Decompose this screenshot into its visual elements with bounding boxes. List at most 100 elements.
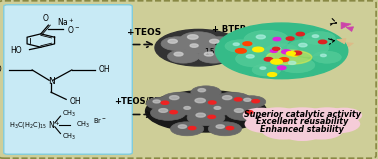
Text: +TEOS: +TEOS <box>127 28 161 37</box>
Text: Na$^+$: Na$^+$ <box>57 16 74 28</box>
Circle shape <box>204 52 213 56</box>
Text: Br$^-$: Br$^-$ <box>93 116 106 125</box>
Text: Excellent reusability: Excellent reusability <box>256 117 349 126</box>
Circle shape <box>146 97 175 109</box>
Circle shape <box>268 73 277 76</box>
Circle shape <box>299 43 307 47</box>
Circle shape <box>184 107 191 109</box>
Circle shape <box>287 52 295 55</box>
Circle shape <box>174 52 183 56</box>
Text: + BTEB: + BTEB <box>212 25 246 34</box>
Circle shape <box>271 59 282 64</box>
Circle shape <box>208 122 242 136</box>
Circle shape <box>198 89 206 92</box>
Circle shape <box>170 111 177 114</box>
Circle shape <box>280 122 325 141</box>
Circle shape <box>170 122 204 136</box>
Circle shape <box>237 96 266 108</box>
Circle shape <box>312 35 319 38</box>
Circle shape <box>188 127 196 130</box>
Text: +TEOS/BTEB: +TEOS/BTEB <box>114 97 173 106</box>
Circle shape <box>187 35 198 39</box>
Circle shape <box>226 105 262 120</box>
Circle shape <box>233 43 239 45</box>
Circle shape <box>273 47 280 50</box>
Circle shape <box>222 96 232 100</box>
Circle shape <box>235 49 246 53</box>
Circle shape <box>198 50 229 63</box>
Text: 15 min later: 15 min later <box>205 48 252 57</box>
Polygon shape <box>341 22 351 29</box>
Circle shape <box>225 40 255 52</box>
Polygon shape <box>337 38 346 44</box>
Circle shape <box>279 58 315 73</box>
Ellipse shape <box>266 50 312 64</box>
Circle shape <box>253 47 263 52</box>
Text: CH$_3$: CH$_3$ <box>62 109 77 119</box>
Circle shape <box>265 44 299 58</box>
Text: O: O <box>43 14 49 23</box>
Polygon shape <box>346 27 353 31</box>
Circle shape <box>178 125 187 128</box>
Circle shape <box>260 67 266 69</box>
Circle shape <box>293 51 302 55</box>
Circle shape <box>302 107 352 128</box>
Circle shape <box>203 37 236 51</box>
Circle shape <box>208 104 234 115</box>
Circle shape <box>187 110 225 126</box>
Circle shape <box>268 107 336 136</box>
Text: Enhanced stability: Enhanced stability <box>260 125 344 134</box>
Circle shape <box>326 108 362 123</box>
Circle shape <box>234 98 242 101</box>
Polygon shape <box>347 43 353 47</box>
Circle shape <box>244 30 289 49</box>
Text: HO: HO <box>10 46 22 55</box>
Circle shape <box>252 64 281 76</box>
Circle shape <box>155 29 242 66</box>
Circle shape <box>178 104 204 115</box>
Circle shape <box>321 54 326 57</box>
Text: OH: OH <box>70 97 82 106</box>
Circle shape <box>214 92 251 108</box>
Circle shape <box>161 92 198 108</box>
Circle shape <box>161 101 169 104</box>
Circle shape <box>168 39 177 43</box>
Circle shape <box>245 115 288 133</box>
Circle shape <box>316 115 360 133</box>
Circle shape <box>180 32 217 48</box>
FancyBboxPatch shape <box>4 5 132 154</box>
Circle shape <box>277 66 286 70</box>
Circle shape <box>252 100 259 103</box>
Text: CH$_3$: CH$_3$ <box>62 132 77 142</box>
Circle shape <box>244 98 251 101</box>
Circle shape <box>256 35 265 39</box>
Circle shape <box>159 109 168 112</box>
Circle shape <box>287 39 329 56</box>
Circle shape <box>208 101 216 104</box>
Circle shape <box>274 47 281 50</box>
Circle shape <box>286 37 294 40</box>
Circle shape <box>191 86 221 99</box>
Circle shape <box>243 108 279 123</box>
Circle shape <box>246 55 254 58</box>
Circle shape <box>253 107 302 128</box>
Text: N$^+$: N$^+$ <box>48 119 61 131</box>
Circle shape <box>153 100 160 103</box>
Ellipse shape <box>146 91 266 132</box>
Circle shape <box>216 125 225 128</box>
Circle shape <box>299 121 343 140</box>
Circle shape <box>262 121 305 140</box>
Circle shape <box>190 44 198 47</box>
Circle shape <box>270 49 277 52</box>
Circle shape <box>313 51 341 63</box>
Circle shape <box>195 98 205 103</box>
Text: H$_3$C(H$_2$C)$_{15}$: H$_3$C(H$_2$C)$_{15}$ <box>9 120 48 130</box>
Circle shape <box>150 105 186 120</box>
Circle shape <box>226 127 234 130</box>
Circle shape <box>184 42 213 54</box>
Circle shape <box>296 32 304 36</box>
Text: N: N <box>48 77 54 86</box>
Circle shape <box>282 50 291 54</box>
Text: CH$_3$: CH$_3$ <box>76 120 90 130</box>
Circle shape <box>288 61 296 64</box>
